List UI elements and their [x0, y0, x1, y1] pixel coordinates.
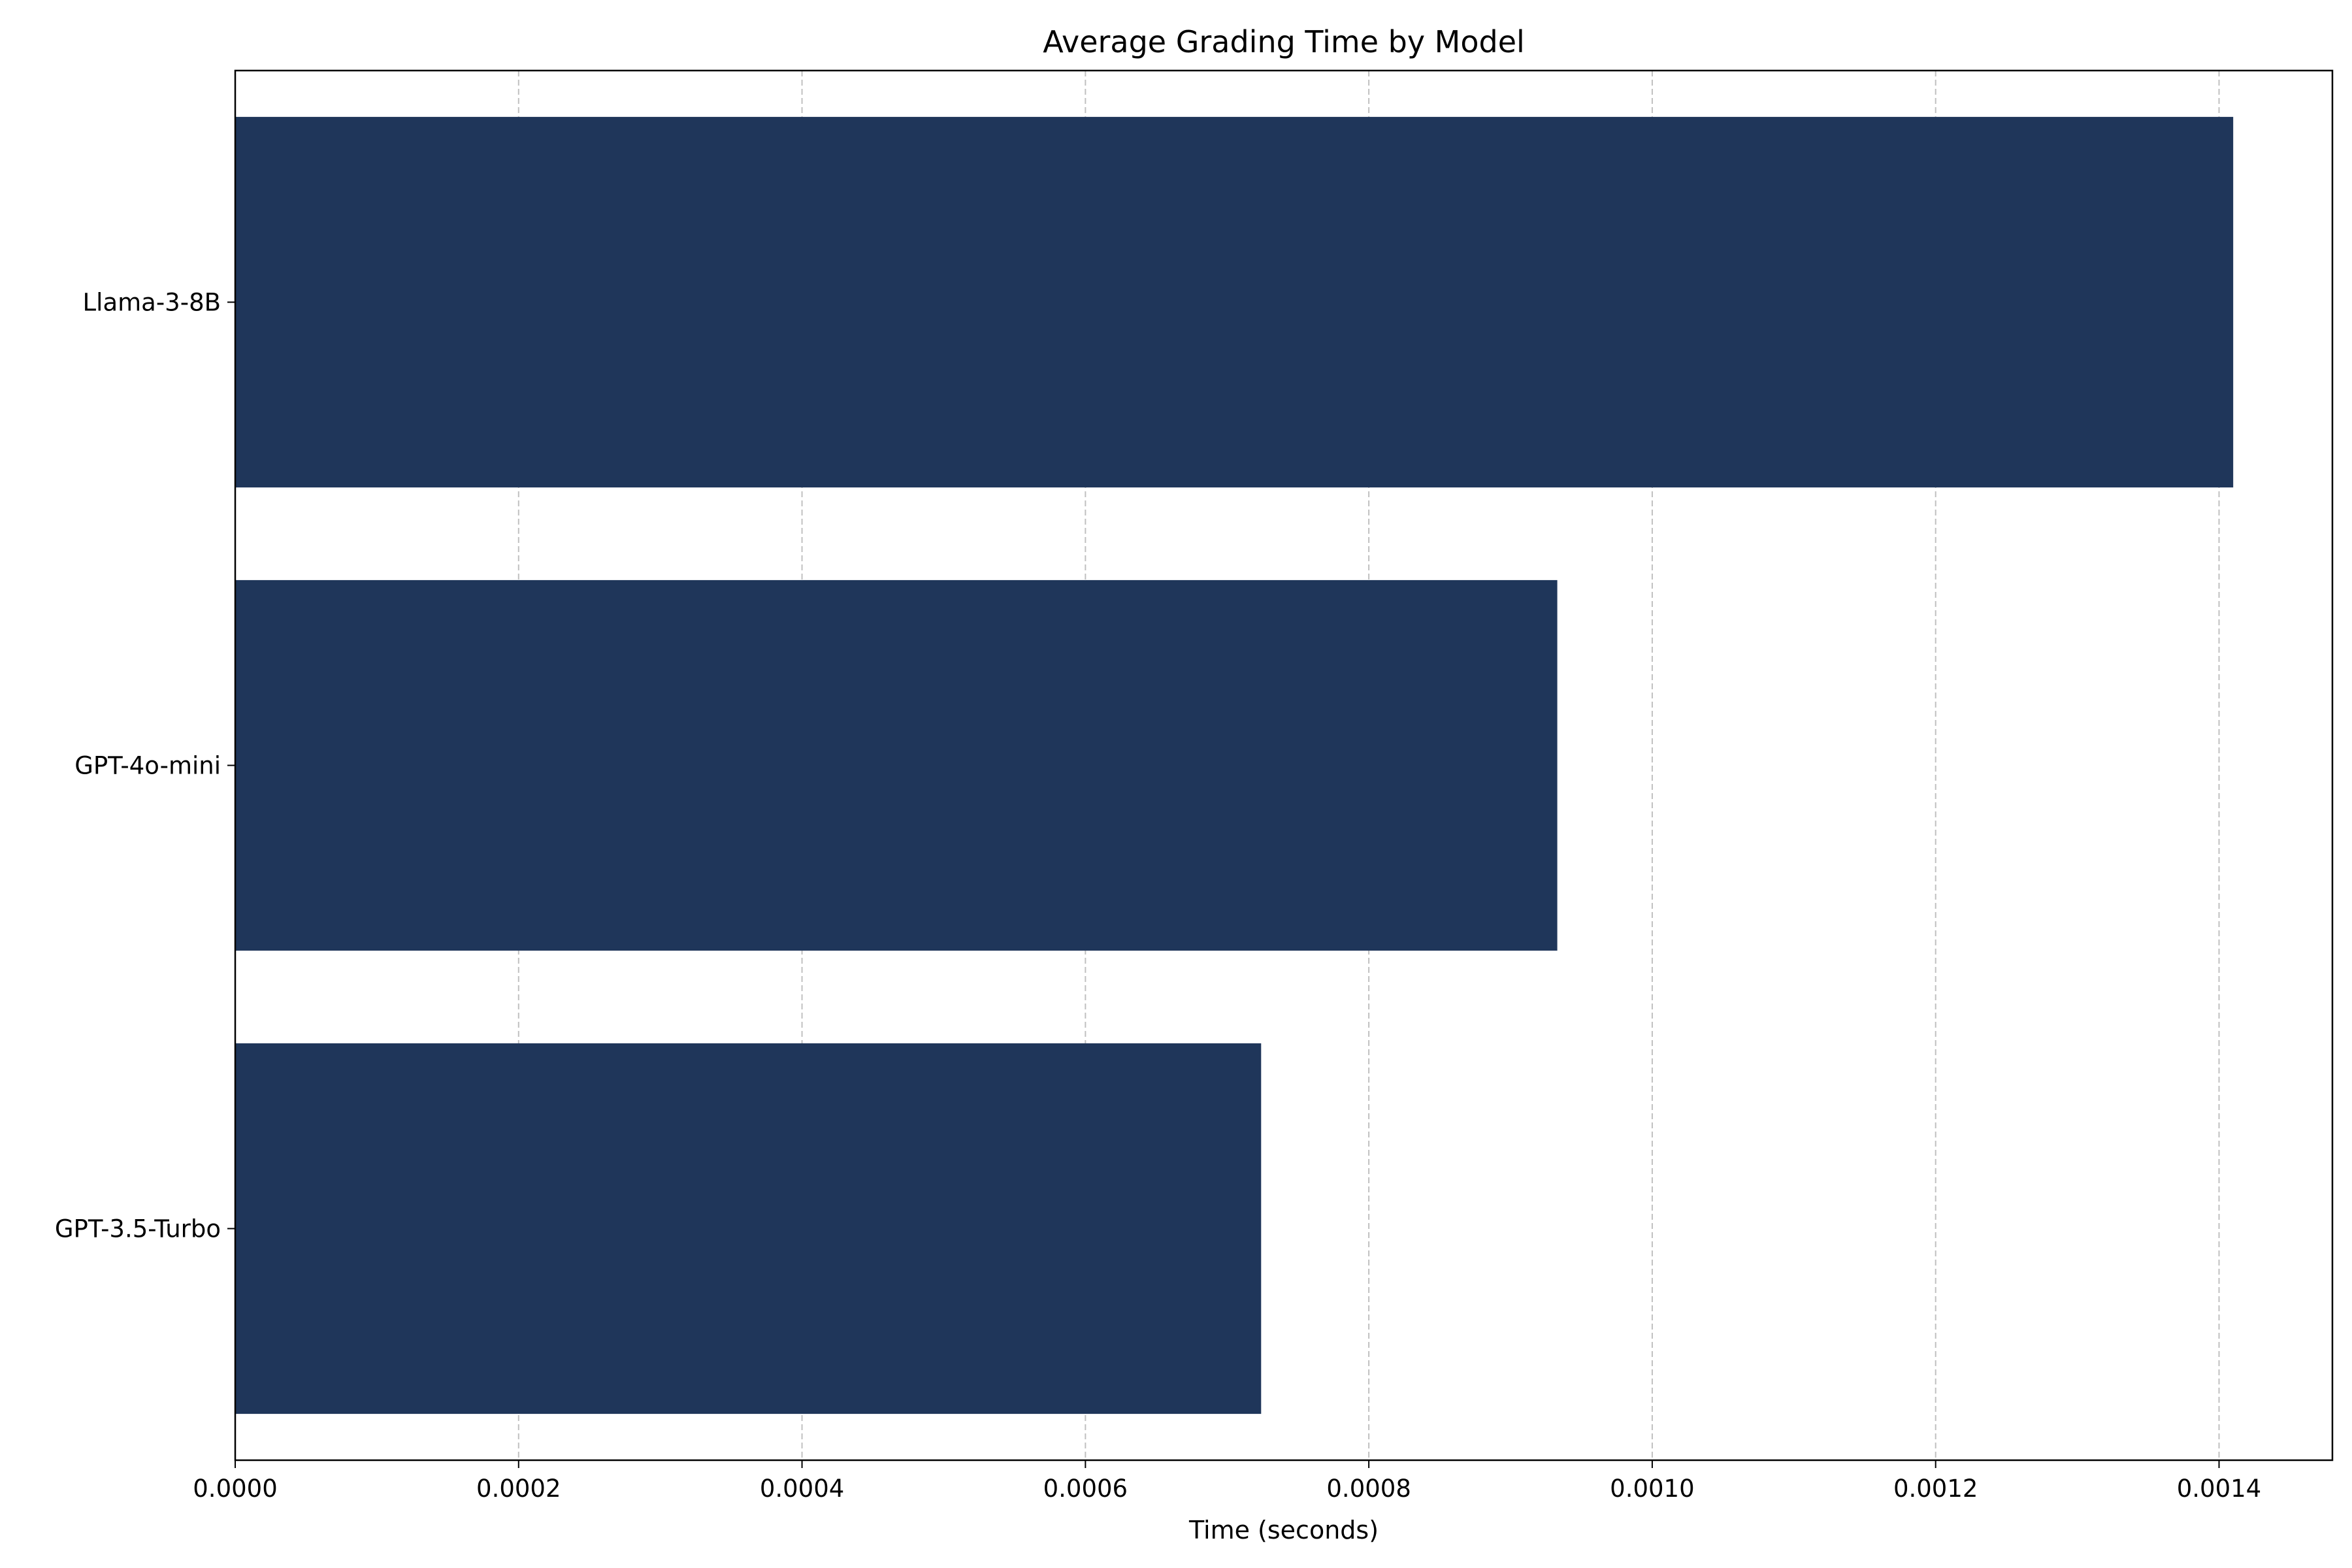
y-axis-ticks: GPT-3.5-Turbo GPT-4o-mini Llama-3-8B [55, 289, 235, 1243]
x-tick-label: 0.0010 [1610, 1475, 1694, 1503]
bars [235, 116, 2234, 1414]
x-tick-label: 0.0002 [476, 1475, 561, 1503]
x-tick-label: 0.0000 [193, 1475, 277, 1503]
x-tick-label: 0.0008 [1326, 1475, 1411, 1503]
bar-gpt-3-5-turbo [235, 1043, 1262, 1414]
bar-gpt-4o-mini [235, 580, 1558, 951]
x-tick-label: 0.0014 [2177, 1475, 2261, 1503]
chart-title: Average Grading Time by Model [1043, 24, 1525, 59]
x-axis-label: Time (seconds) [1188, 1516, 1379, 1544]
x-tick-label: 0.0004 [760, 1475, 844, 1503]
y-tick-label: GPT-3.5-Turbo [55, 1215, 221, 1243]
x-tick-label: 0.0012 [1893, 1475, 1978, 1503]
x-axis-ticks: 0.0000 0.0002 0.0004 0.0006 0.0008 0.0010 0.00… [193, 1460, 2261, 1503]
y-tick-label: Llama-3-8B [83, 289, 221, 317]
bar-llama-3-8b [235, 116, 2234, 488]
x-tick-label: 0.0006 [1043, 1475, 1128, 1503]
y-tick-label: GPT-4o-mini [74, 752, 221, 780]
